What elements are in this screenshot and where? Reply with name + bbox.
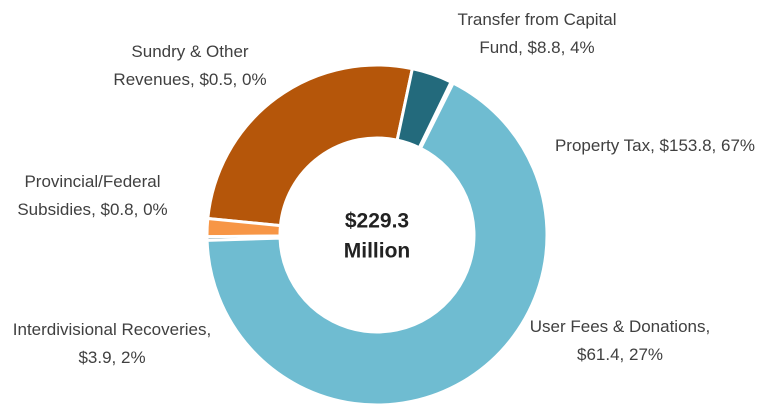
- label-part: 4%: [570, 38, 595, 57]
- slice: [395, 66, 454, 150]
- label-part: $0.5: [199, 70, 233, 89]
- slice-label: Transfer from Capital Fund, $8.8, 4%: [457, 10, 617, 57]
- slice-label: Interdivisional Recoveries, $3.9, 2%: [12, 320, 212, 367]
- slice-label: Sundry & Other Revenues, $0.5, 0%: [113, 42, 267, 89]
- label-part: 27%: [628, 345, 664, 364]
- label-part: Transfer from Capital Fund: [457, 10, 617, 57]
- label-part: Property Tax: [554, 136, 651, 155]
- slice-label: Property Tax, $153.8, 67%: [554, 136, 756, 155]
- center-text: Million: [344, 240, 411, 263]
- slice-label: User Fees & Donations, $61.4, 27%: [529, 317, 711, 364]
- slice: [205, 80, 549, 406]
- label-part: 67%: [721, 136, 756, 155]
- label-part: $8.8: [527, 38, 561, 57]
- label-part: 0%: [241, 70, 267, 89]
- slice-label: Provincial/Federal Subsidies, $0.8, 0%: [17, 172, 168, 219]
- center-text: $229.3: [345, 210, 409, 233]
- slice: [206, 63, 415, 228]
- label-part: $3.9: [78, 348, 112, 367]
- label-part: Sundry & Other Revenues: [113, 42, 249, 89]
- label-part: $0.8: [100, 200, 134, 219]
- label-part: User Fees & Donations: [529, 317, 706, 336]
- label-part: $61.4: [576, 345, 620, 364]
- label-part: $153.8: [659, 136, 712, 155]
- label-part: Interdivisional Recoveries: [12, 320, 207, 339]
- label-part: 0%: [143, 200, 168, 219]
- label-part: Provincial/Federal Subsidies: [17, 172, 161, 219]
- label-part: 2%: [120, 348, 146, 367]
